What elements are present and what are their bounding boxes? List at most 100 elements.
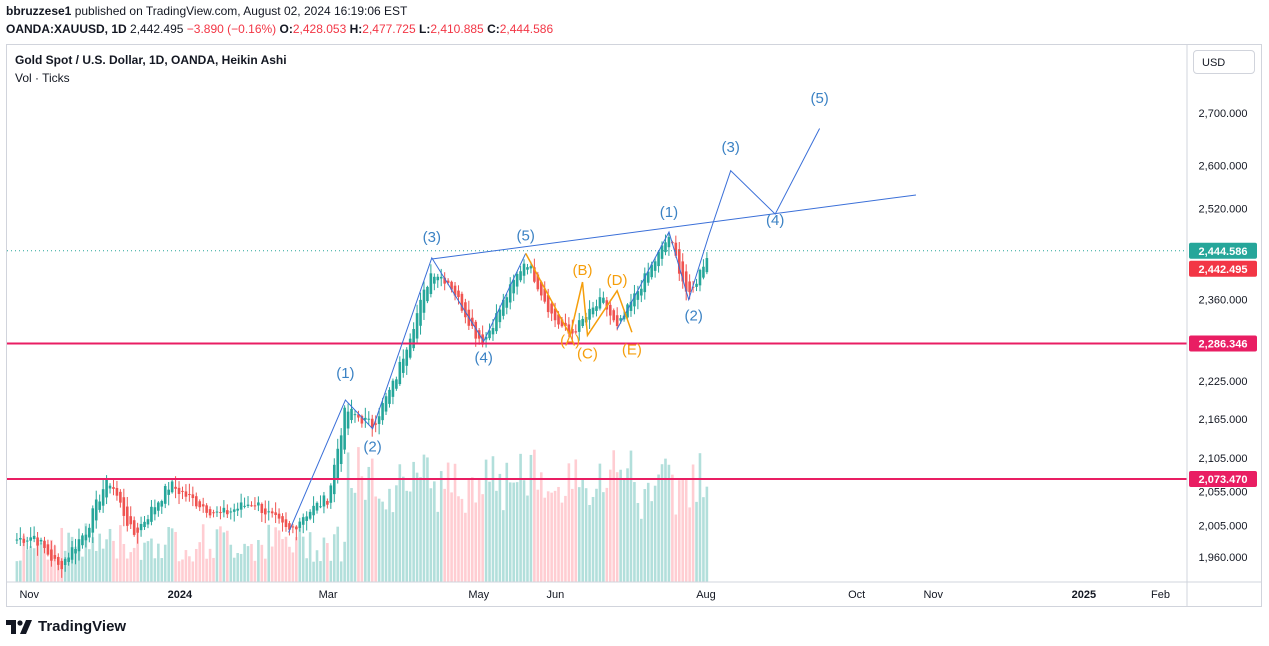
volume-bar [36,539,39,582]
candle-body [115,487,119,496]
candle-body [229,511,233,513]
candle-body [277,513,281,519]
wave-label-orange: (B) [573,262,593,279]
volume-bar [367,466,371,582]
candle-body [384,396,388,412]
volume-bar [398,464,402,582]
candle-body [322,495,326,507]
x-tick-label: Jun [546,589,564,601]
y-tick-label: 1,960.000 [1199,552,1248,564]
volume-bar [284,536,288,582]
volume-bar [305,558,308,582]
candle-body [312,505,315,516]
candle-body [633,293,636,307]
candle-body [298,521,302,528]
candle-body [353,414,357,416]
candle-body [491,328,495,335]
candle-body [357,414,360,418]
candle-body [567,324,571,334]
chart-frame[interactable] [6,44,1262,607]
candle-body [260,503,264,514]
candle-body [574,331,578,333]
volume-bar [598,463,602,582]
candle-body [267,511,271,513]
volume-bar [98,533,101,582]
high-value: 2,477.725 [362,22,416,36]
volume-bar [419,477,422,582]
wave-label-blue: (3) [423,229,441,246]
candle-body [253,505,257,507]
low-label: L: [419,22,431,36]
volume-bar [433,481,436,582]
volume-bar [301,536,305,582]
wave-projection-path [616,128,821,330]
volume-bar [46,559,50,582]
price-label-text: 2,444.586 [1199,246,1248,258]
footer-brand[interactable]: TradingView [6,618,126,635]
volume-bar [281,539,284,582]
candle-body [163,486,167,504]
wave-label-blue: (5) [517,227,535,244]
candle-body [329,485,333,503]
volume-bar [177,561,181,582]
candle-body [546,295,550,313]
candle-body [374,423,377,425]
low-value: 2,410.885 [430,22,484,36]
y-tick-label: 2,225.000 [1199,376,1248,388]
volume-bar [326,543,329,582]
candle-body [336,448,340,480]
candle-body [460,293,464,311]
volume-bar [56,560,60,582]
volume-bar [401,476,405,582]
candle-body [439,276,443,279]
volume-bar [194,548,198,582]
candle-body [160,501,164,507]
volume-bar [198,542,202,582]
volume-bar [405,490,409,582]
candle-body [526,267,529,270]
volume-bar [674,514,678,582]
volume-bar [201,524,205,582]
volume-bar [605,487,609,582]
candle-body [150,506,153,522]
candle-body [370,418,374,429]
volume-bar [350,488,353,582]
volume-bar [571,488,574,582]
volume-bar [429,488,433,582]
candle-body [629,301,633,311]
candle-body [191,494,195,499]
price-label-tag [1189,260,1257,277]
volume-bar [602,492,605,582]
candle-body [84,534,88,541]
currency-button[interactable]: USD [1193,50,1255,74]
volume-bar [381,501,384,582]
candle-body [19,537,22,540]
candle-body [650,264,653,278]
volume-bar [495,490,498,582]
candle-body [615,315,619,326]
volume-bar [295,537,298,582]
candle-body [557,314,560,325]
candle-body [250,505,253,507]
candle-body [56,556,60,565]
candle-body [681,261,685,282]
price-label-text: 2,073.470 [1199,474,1248,486]
volume-bar [25,549,29,582]
candle-body [705,258,709,273]
volume-bar [167,527,170,582]
candle-body [470,317,474,326]
volume-bar [129,552,133,582]
candle-body [550,303,553,314]
wave-impulse-path [288,253,527,533]
candle-body [305,516,308,521]
candle-body [405,349,409,366]
wave-label-blue: (1) [336,365,354,382]
y-tick-label: 2,165.000 [1199,414,1248,426]
price-label-text: 2,442.495 [1199,264,1248,276]
candle-body [281,516,284,523]
volume-bar [550,492,553,582]
candle-body [88,527,91,538]
wave-label-blue: (3) [722,139,740,156]
candle-body [688,281,691,293]
